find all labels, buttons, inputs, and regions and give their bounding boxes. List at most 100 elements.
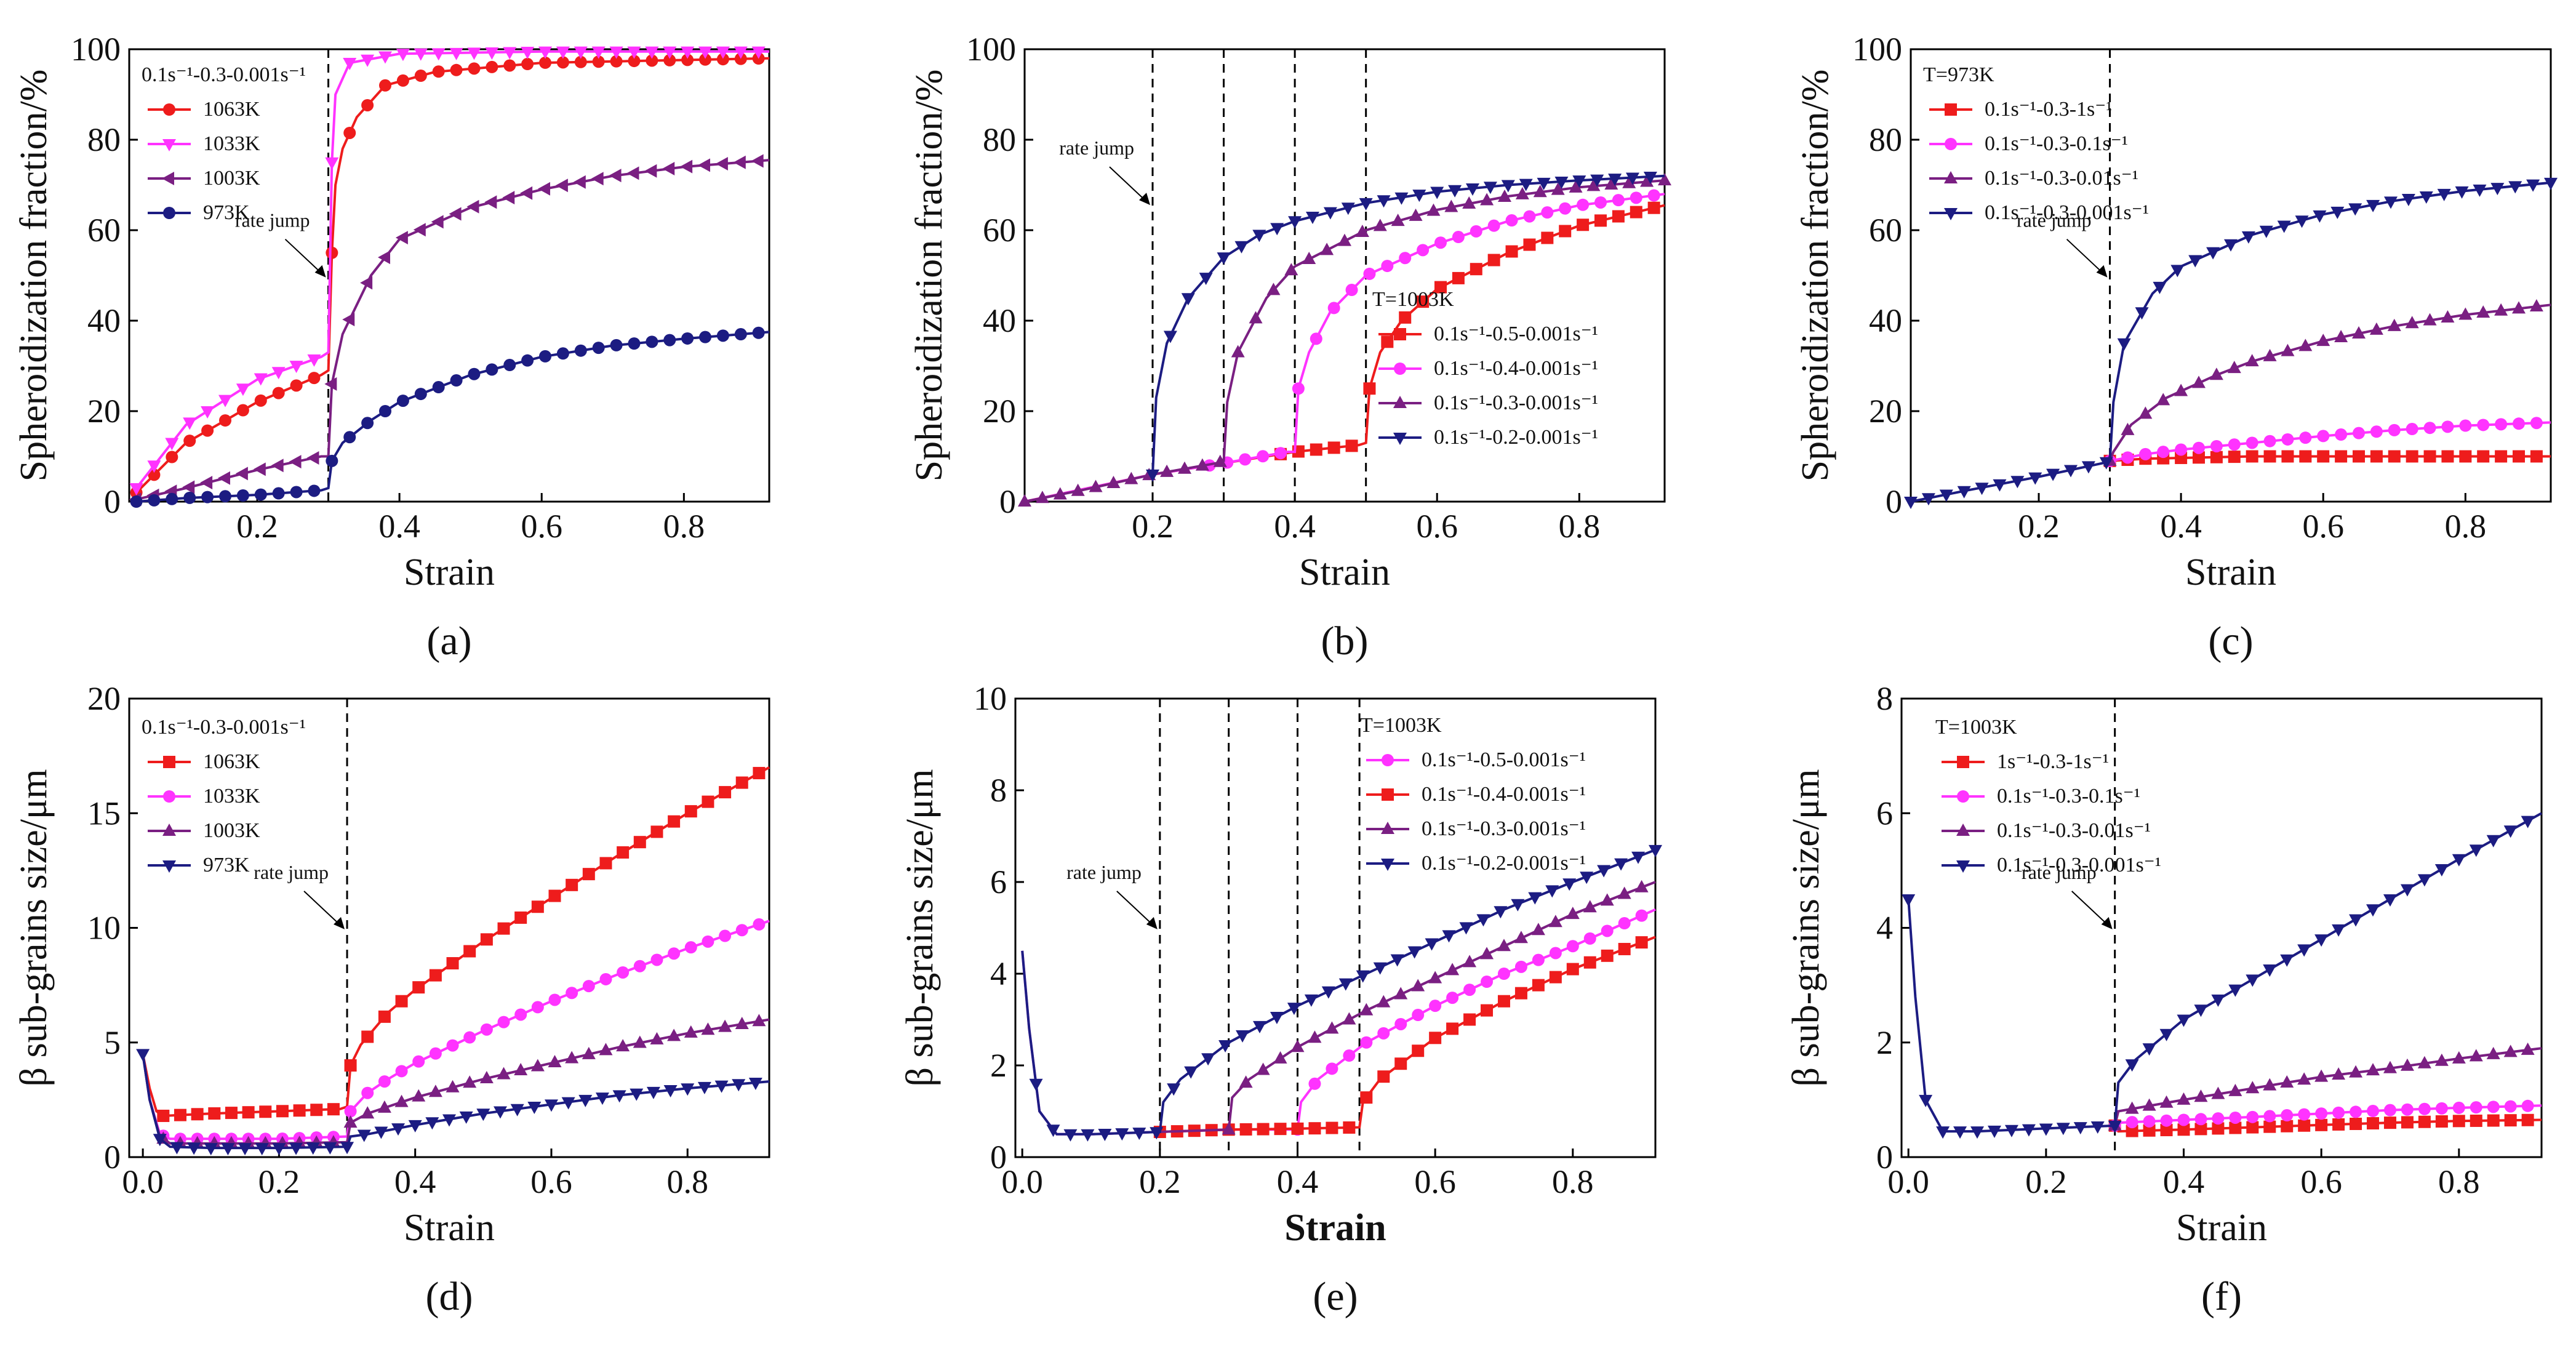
data-point xyxy=(1256,1062,1270,1075)
data-point xyxy=(2350,1117,2362,1130)
data-point xyxy=(2315,1118,2328,1131)
data-point xyxy=(2476,305,2490,318)
data-point xyxy=(136,1049,150,1062)
data-point xyxy=(480,933,493,946)
data-point xyxy=(1487,219,1500,232)
y-tick-label: 10 xyxy=(974,680,1007,717)
data-point xyxy=(520,186,533,200)
data-point xyxy=(2332,924,2346,937)
data-point xyxy=(2281,343,2295,356)
data-point xyxy=(432,65,445,78)
data-point xyxy=(2281,433,2294,446)
data-point xyxy=(2228,984,2242,997)
data-point xyxy=(2452,1115,2465,1128)
x-tick-label: 0.0 xyxy=(1001,1163,1043,1200)
legend: 0.1s⁻¹-0.3-0.001s⁻¹ 1063K 1033K 1003K 973K xyxy=(142,716,306,876)
panel-label: (d) xyxy=(426,1274,473,1319)
series-1 xyxy=(2108,1099,2542,1132)
data-point xyxy=(1343,1121,1356,1134)
data-point xyxy=(2470,1114,2482,1127)
data-point xyxy=(578,1094,593,1107)
y-axis-ticks: 0 2 4 6 8 xyxy=(1876,680,1910,1176)
series-line xyxy=(1159,881,1656,1133)
data-point xyxy=(2228,438,2241,451)
data-point xyxy=(1902,894,1916,907)
data-point xyxy=(1071,483,1085,496)
data-point xyxy=(1257,450,1270,463)
data-point xyxy=(1302,252,1316,265)
data-point xyxy=(2383,894,2397,907)
data-point xyxy=(2470,1101,2482,1114)
data-point xyxy=(1356,970,1370,983)
x-tick-label: 0.2 xyxy=(2018,508,2060,545)
series-3 xyxy=(1904,177,2558,509)
data-point xyxy=(1217,252,1231,265)
data-point xyxy=(379,405,391,417)
data-point xyxy=(2477,419,2490,431)
x-axis-title: Strain xyxy=(404,1207,495,1249)
data-point xyxy=(2142,1043,2156,1056)
legend-label: 0.1s⁻¹-0.3-0.001s⁻¹ xyxy=(1422,817,1586,840)
legend-marker xyxy=(1945,103,1957,116)
y-tick-label: 4 xyxy=(990,955,1007,992)
data-point xyxy=(254,373,268,386)
data-point xyxy=(548,993,561,1006)
data-point xyxy=(1466,183,1479,196)
data-point xyxy=(2452,1051,2466,1064)
data-point xyxy=(2229,1121,2242,1134)
data-point xyxy=(2334,330,2348,343)
data-point xyxy=(310,1104,323,1116)
x-tick-label: 0.8 xyxy=(1559,508,1601,545)
data-point xyxy=(591,172,604,186)
data-point xyxy=(1481,1004,1494,1017)
data-point xyxy=(1035,491,1049,503)
x-tick-label: 0.0 xyxy=(122,1163,164,1200)
data-point xyxy=(609,46,623,59)
data-point xyxy=(1327,441,1340,454)
data-point xyxy=(574,46,588,59)
data-point xyxy=(1381,260,1394,273)
data-point xyxy=(2423,313,2437,326)
x-tick-label: 0.4 xyxy=(1277,1163,1319,1200)
x-tick-label: 0.6 xyxy=(1414,1163,1456,1200)
data-point xyxy=(2177,1014,2191,1027)
data-point xyxy=(617,846,630,859)
legend-label: 1003K xyxy=(203,819,260,842)
data-point xyxy=(2280,954,2294,967)
legend-title: T=1003K xyxy=(1360,714,1442,737)
data-point xyxy=(450,374,463,387)
data-point xyxy=(531,900,544,913)
panel-label: (e) xyxy=(1313,1274,1358,1319)
y-tick-label: 0 xyxy=(999,483,1016,520)
data-point xyxy=(485,47,499,60)
data-point xyxy=(183,417,197,430)
data-point xyxy=(431,48,446,61)
data-point xyxy=(732,1079,746,1092)
data-point xyxy=(343,1115,358,1128)
data-point xyxy=(2383,1104,2396,1116)
legend-title: 0.1s⁻¹-0.3-0.001s⁻¹ xyxy=(142,716,306,739)
series-line xyxy=(1159,936,1656,1133)
rate-jump-annotation: rate jump xyxy=(1066,861,1142,883)
data-point xyxy=(200,476,213,490)
data-point xyxy=(459,1111,473,1124)
data-point xyxy=(1291,1122,1304,1135)
data-point xyxy=(2469,844,2483,857)
data-point xyxy=(2210,439,2223,452)
data-point xyxy=(2188,255,2202,268)
legend-marker xyxy=(1945,138,1957,150)
legend-label: 1063K xyxy=(203,98,260,121)
data-point xyxy=(2423,422,2436,435)
legend-marker xyxy=(1944,208,1958,220)
y-tick-label: 20 xyxy=(87,680,121,717)
data-point xyxy=(2280,1075,2294,1088)
data-point xyxy=(1970,1126,1985,1139)
data-point xyxy=(148,494,161,507)
data-point xyxy=(2142,1098,2156,1111)
legend-marker xyxy=(1393,433,1407,445)
data-point xyxy=(2081,461,2095,474)
data-point xyxy=(2298,1108,2311,1121)
rate-jump-annotation: rate jump xyxy=(1059,137,1134,159)
data-point xyxy=(1184,1066,1198,1079)
